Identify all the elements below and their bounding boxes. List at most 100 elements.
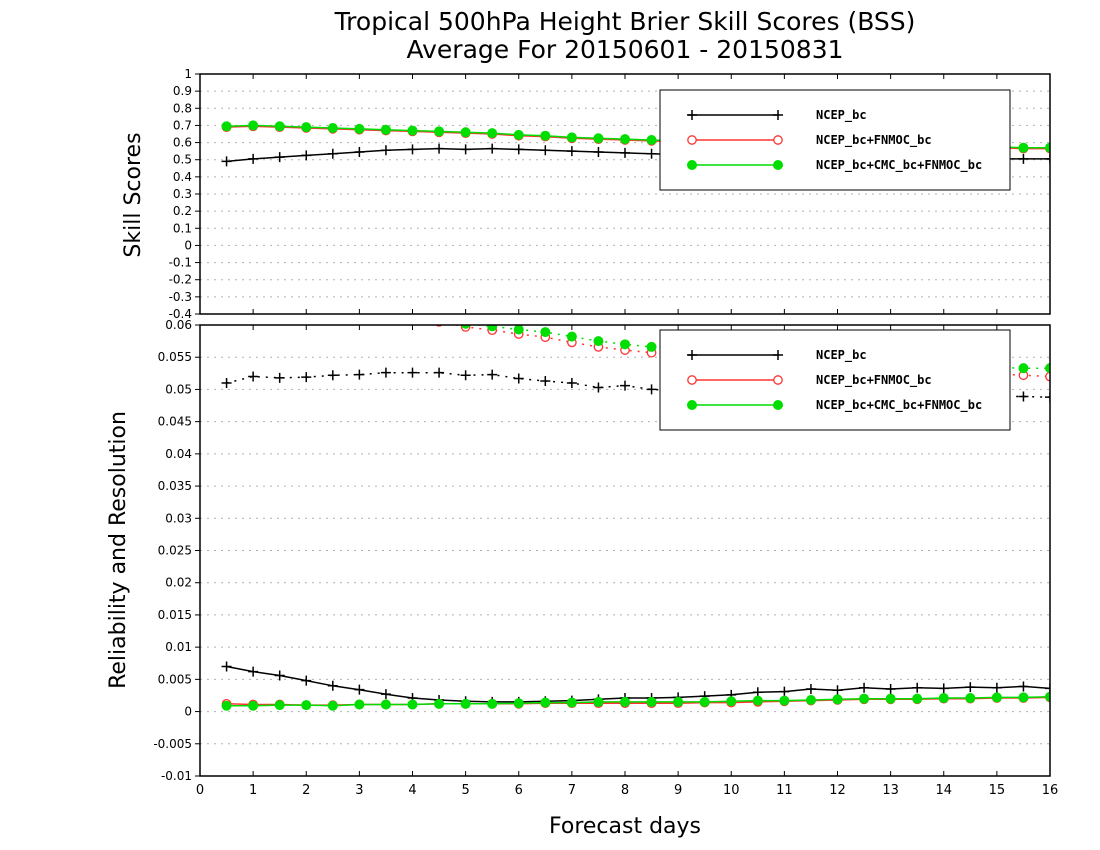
x-axis-label: Forecast days [549,814,701,839]
bottom-series-5-point [620,696,630,707]
bottom-series-3-point [354,684,365,695]
bottom-series-5-point [752,695,763,706]
bottom-series-2-point [222,250,231,259]
bottom-legend-marker [687,400,697,410]
bottom-series-3-point [301,675,312,686]
bottom-series-5-point [593,696,604,707]
bottom-legend-entry: NCEP_bc+FNMOC_bc [687,373,932,388]
bottom-series-5-point [1018,692,1029,703]
top-series-2-point [327,123,338,133]
bottom-series-0-point [540,376,551,387]
chart-title: Tropical 500hPa Height Brier Skill Score… [334,7,916,36]
bottom-series-5-point [434,698,445,709]
bottom-series-5-point [991,692,1002,703]
bottom-legend-marker [773,350,783,360]
bottom-series-3-point [965,682,976,693]
bottom-series-2-point [275,263,284,272]
top-series-0-point [646,148,657,159]
bottom-y-axis-label: Reliability and Resolution [106,411,131,689]
top-series-0-point [1018,153,1029,164]
x-tick-label: 14 [935,783,952,798]
bottom-y-tick-label: 0.01 [165,640,192,654]
bottom-series-5-point [327,700,338,711]
bottom-series-2-point [249,250,258,259]
bottom-series-5-point [354,699,365,710]
bottom-series-0-point [434,367,445,378]
bottom-series-2-point [646,341,657,352]
bottom-series-0-point [1045,392,1050,403]
bottom-series-5-point [513,698,524,709]
bottom-y-tick-label: 0.025 [158,544,192,558]
top-y-tick-label: 0.1 [173,221,192,235]
top-y-tick-label: 0.4 [173,170,192,184]
bottom-series-3-point [779,686,790,697]
x-tick-label: 10 [723,783,740,798]
bottom-series-3-point [885,684,896,695]
bottom-series-0-point [460,370,471,381]
bottom-series-0-point [646,384,657,395]
x-tick-label: 2 [302,783,310,798]
bottom-legend-entry: NCEP_bc+CMC_bc+FNMOC_bc [687,398,982,413]
bottom-series-3-point [1045,683,1050,694]
top-y-axis-label: Skill Scores [121,132,146,257]
bottom-series-3-point [221,661,232,672]
bottom-y-tick-label: 0.03 [165,511,192,525]
bottom-y-tick-label: 0.045 [158,415,192,429]
bottom-series-5-point [673,696,684,707]
bottom-series-2-point [593,336,604,347]
top-legend-marker [687,135,697,145]
bottom-series-5-point [248,700,259,711]
top-series-0-point [513,144,524,155]
top-legend-marker [687,160,697,170]
top-y-tick-label: 0.2 [173,204,192,218]
top-series-2-point [354,123,365,134]
bottom-y-tick-label: -0.01 [161,769,192,783]
top-legend-label: NCEP_bc [816,108,867,123]
top-series-2-point [646,135,657,145]
bottom-series-2-point [381,295,390,304]
bottom-y-tick-label: 0.02 [165,576,192,590]
bottom-legend-entry: NCEP_bc [687,348,867,363]
bottom-legend-marker [773,375,783,385]
bottom-series-0-point [1018,391,1029,402]
bottom-series-5-point [912,693,923,704]
top-series-0-point [221,156,232,167]
bottom-series-5-point [274,700,285,711]
top-series-0-point [407,144,418,155]
bottom-series-5-point [221,700,232,711]
top-series-2-point [301,122,312,133]
top-legend-label: NCEP_bc+FNMOC_bc [816,133,932,148]
top-series-2-point [566,132,577,143]
top-series-2-point [1045,142,1050,153]
bottom-series-0-point [593,382,604,393]
top-y-tick-label: 0.3 [173,187,192,201]
bottom-series-5-point [885,693,896,704]
bottom-series-line-1 [451,325,1050,378]
top-series-2-point [274,121,285,132]
bottom-y-tick-label: 0.05 [165,382,192,396]
bottom-series-3-point [859,682,870,693]
top-legend-marker [773,160,783,170]
bottom-series-3-point [805,684,816,695]
x-tick-label: 11 [776,783,793,798]
bottom-series-5-point [460,698,471,709]
top-series-0-point [487,143,498,154]
top-series-0-point [620,147,630,158]
top-series-0-point [1045,153,1050,164]
top-y-tick-label: 0.9 [173,84,192,98]
top-series-0-point [327,148,338,159]
bottom-series-3-point [832,685,843,696]
top-series-2-point [460,127,471,138]
bottom-y-tick-label: 0.015 [158,608,192,622]
bottom-series-2-point [328,275,337,284]
bottom-series-3-point [327,680,338,691]
bottom-series-0-point [380,367,391,378]
top-series-0-point [460,144,471,155]
bottom-series-2-point [487,325,498,332]
x-tick-label: 0 [196,783,204,798]
bottom-legend-label: NCEP_bc [816,348,867,363]
bottom-series-1-point [249,256,257,264]
top-series-2-point [540,130,551,141]
bottom-series-2-point [566,331,577,342]
